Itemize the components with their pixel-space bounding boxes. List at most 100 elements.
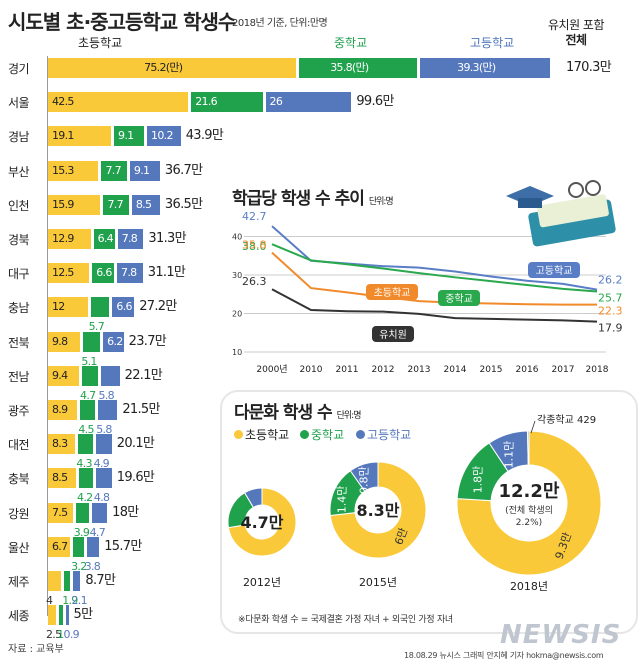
- bar-total-label: 170.3만: [566, 60, 612, 75]
- line-end-label: 22.3: [598, 305, 623, 318]
- line-start-label: 35.8: [242, 239, 267, 252]
- donut-slice-1-0: [329, 461, 427, 559]
- bar-label: 6.7: [52, 539, 68, 553]
- bar-label: 15.9: [52, 197, 74, 211]
- bar-label: 3.9: [73, 525, 90, 539]
- bar-m-1: [191, 92, 263, 113]
- bar-e-8: [48, 331, 81, 352]
- region-label: 강원: [8, 506, 30, 521]
- series-tag-box: [438, 290, 480, 306]
- bar-total-label: 27.2만: [139, 299, 177, 315]
- bar-total-label: 22.1만: [124, 367, 163, 383]
- bar-label: 4: [46, 594, 53, 607]
- bar-m-12: [79, 468, 93, 489]
- region-label: 대전: [8, 438, 30, 453]
- x-tick-label: 2013: [408, 365, 431, 375]
- bar-total-label: 23.7만: [128, 333, 167, 349]
- bar-e-0: [48, 58, 297, 78]
- series-tag-box: [372, 326, 414, 342]
- series-tag-label: 고등학교: [536, 265, 573, 277]
- legend-elementary: 초등학교: [78, 36, 123, 50]
- donut-year-label: 2012년: [243, 576, 281, 589]
- legend-high: 고등학교: [470, 36, 515, 50]
- donut-center-label: 8.3만: [356, 501, 399, 520]
- donut-slice-2-3: [527, 430, 530, 466]
- region-label: 대구: [8, 267, 30, 282]
- pie-legend-label: 고등학교: [367, 428, 412, 442]
- bar-label: 1: [57, 628, 64, 642]
- bar-e-16: [48, 605, 57, 626]
- bar-label: 35.8(만): [330, 61, 369, 74]
- x-tick-label: 2015: [480, 365, 503, 375]
- region-label: 경남: [8, 130, 30, 145]
- pie-legend-middle: 중학교: [300, 426, 344, 443]
- bar-m-5: [93, 229, 115, 249]
- bar-label: 19.1: [52, 129, 74, 143]
- legend-dot-icon: [234, 430, 243, 439]
- x-tick-label: 2018: [586, 365, 609, 375]
- bar-label: 4.2: [77, 491, 93, 505]
- bar-label: 8.9: [52, 403, 68, 416]
- series-tag-box: [366, 284, 418, 300]
- region-label: 서울: [8, 96, 30, 111]
- line-chart-title: 학급당 학생 수 추이 단위:명: [232, 184, 394, 209]
- bar-h-11: [95, 434, 112, 455]
- bar-label: 4.7: [89, 525, 106, 539]
- bar-label: 3.2: [71, 559, 87, 573]
- donut-hole: [245, 505, 279, 539]
- x-tick-label: 2014: [444, 365, 467, 375]
- legend-middle: 중학교: [334, 36, 368, 50]
- line-series-2: [271, 251, 597, 306]
- bar-total-label: 36.7만: [164, 162, 203, 178]
- bar-e-4: [48, 194, 101, 215]
- pie-chart-title-text: 다문화 학생 수: [234, 403, 333, 423]
- bar-h-5: [117, 229, 144, 249]
- bar-total-label: 15.7만: [104, 538, 142, 554]
- pie-note: ※다문화 학생 수 = 국제결혼 가정 자녀 + 외국인 가정 자녀: [238, 615, 453, 625]
- bar-label: 9.1: [118, 129, 134, 143]
- total-label-line1: 유치원 포함: [548, 18, 605, 32]
- bar-axis-line: [47, 56, 48, 616]
- region-label: 인천: [8, 198, 30, 213]
- bar-label: 9.1: [133, 163, 150, 177]
- donut-slice-label: 0.8만: [357, 466, 370, 494]
- donut-center-label: 12.2만: [499, 481, 560, 502]
- bar-label: 75.2(만): [144, 61, 183, 74]
- bar-m-2: [114, 126, 145, 147]
- region-label: 경북: [8, 233, 30, 247]
- y-tick-label: 40: [232, 233, 242, 242]
- bar-label: 8.5: [52, 471, 68, 485]
- bar-total-label: 21.5만: [122, 402, 160, 417]
- glasses-left-icon: [568, 182, 584, 198]
- bar-e-12: [48, 468, 77, 489]
- bar-h-2: [147, 126, 181, 147]
- region-label: 전북: [8, 335, 30, 350]
- bar-e-7: [48, 297, 88, 318]
- bar-label: 5.8: [98, 388, 115, 402]
- line-end-label: 25.7: [598, 292, 623, 305]
- bar-label: 9.8: [52, 334, 68, 348]
- pie-chart-unit: 단위:명: [336, 411, 362, 421]
- x-tick-label: 2016: [516, 365, 539, 375]
- bar-label: 4.3: [76, 457, 92, 471]
- line-start-label: 42.7: [242, 210, 267, 223]
- bar-label: 12.9: [52, 232, 74, 245]
- line-series-3: [271, 288, 598, 323]
- bar-m-9: [82, 365, 98, 386]
- bar-label: 26: [269, 95, 283, 109]
- bar-h-3: [129, 160, 160, 181]
- pie-legend-elementary: 초등학교: [234, 426, 289, 443]
- bar-e-6: [48, 263, 90, 284]
- bar-total-label: 43.9만: [185, 128, 224, 144]
- bar-label: 39.3(만): [457, 61, 496, 74]
- bar-label: 8.3: [52, 437, 68, 451]
- bar-label: 10.2: [151, 129, 173, 143]
- region-label: 울산: [8, 540, 30, 555]
- donut-slice-label: 1.4만: [336, 486, 349, 514]
- bar-total-label: 20.1만: [116, 436, 155, 452]
- donut-center-label: 4.7만: [240, 513, 283, 532]
- bar-label: 9.4: [52, 368, 68, 382]
- subtitle: 2018년 기준, 단위:만명: [232, 18, 328, 29]
- bar-h-0: [420, 58, 550, 78]
- bar-label: 3.8: [84, 559, 101, 573]
